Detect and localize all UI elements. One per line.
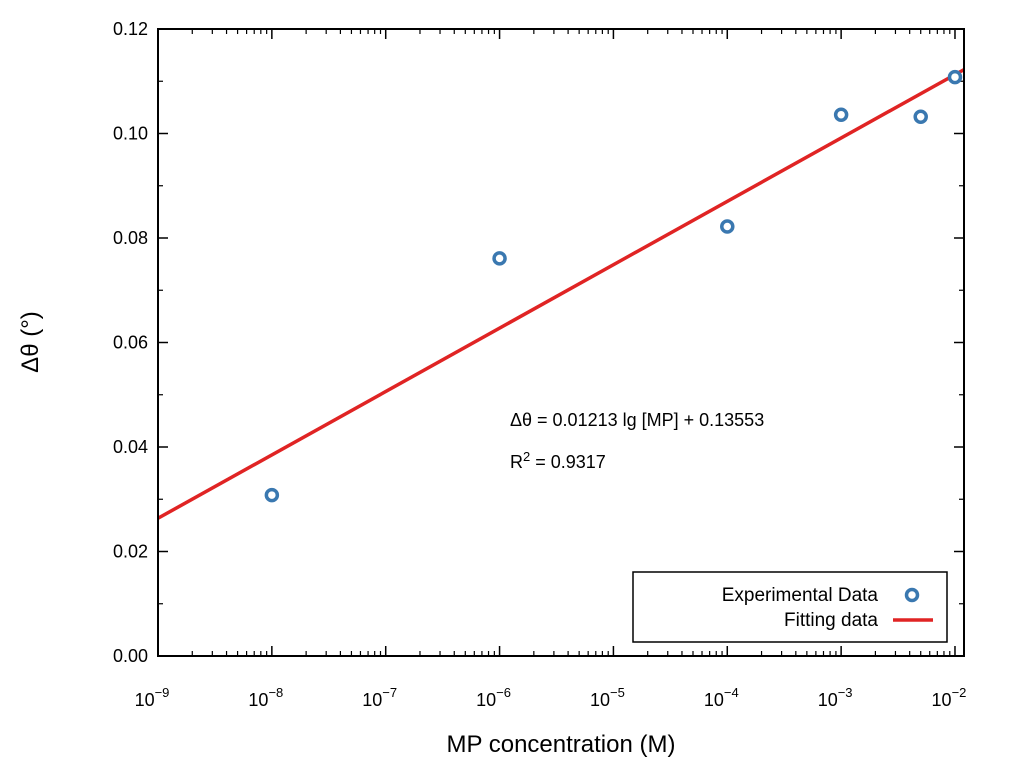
fit-layer [157, 68, 965, 520]
data-point [913, 109, 928, 125]
r2-annotation: R2 = 0.9317 [510, 449, 606, 473]
y-tick-label: 0.00 [113, 646, 148, 666]
r2-prefix: R [510, 452, 523, 472]
x-tick-label: 10−4 [704, 685, 739, 710]
data-point [947, 69, 963, 85]
r2-value: = 0.9317 [530, 452, 606, 472]
points-layer [264, 69, 963, 503]
equation-annotation: Δθ = 0.01213 lg [MP] + 0.13553 [510, 410, 764, 430]
legend-box [632, 571, 948, 643]
x-tick-label: 10−7 [362, 685, 397, 710]
data-point [492, 251, 507, 266]
r2-sup: 2 [523, 449, 530, 464]
legend-label-experimental: Experimental Data [722, 585, 879, 606]
y-tick-label: 0.06 [113, 333, 148, 353]
x-tick-label: 10−9 [135, 685, 170, 710]
x-tick-label: 10−8 [248, 685, 283, 710]
x-tick-label: 10−3 [818, 685, 853, 710]
x-tick-label: 10−6 [476, 685, 511, 710]
y-tick-label: 0.10 [113, 124, 148, 144]
fit-line [157, 68, 965, 520]
x-axis-title: MP concentration (M) [447, 731, 676, 758]
plot-frame [157, 28, 965, 657]
y-tick-label: 0.08 [113, 228, 148, 248]
y-tick-label: 0.04 [113, 437, 148, 457]
x-tick-label: 10−5 [590, 685, 625, 710]
data-point [720, 219, 735, 234]
legend-label-fit: Fitting data [784, 610, 878, 631]
y-tick-label: 0.12 [113, 19, 148, 39]
data-point [833, 107, 849, 122]
x-tick-label: 10−2 [932, 685, 967, 710]
legend: Experimental Data Fitting data [632, 571, 948, 643]
ticks-layer: 0.00 0.02 0.04 0.06 0.08 0.10 0.12 10−9 10−8 10−7… [113, 19, 966, 710]
legend-marker-experimental [904, 587, 920, 603]
data-point [264, 487, 280, 503]
y-tick-label: 0.02 [113, 542, 148, 562]
y-axis-title: Δθ (°) [17, 311, 44, 373]
